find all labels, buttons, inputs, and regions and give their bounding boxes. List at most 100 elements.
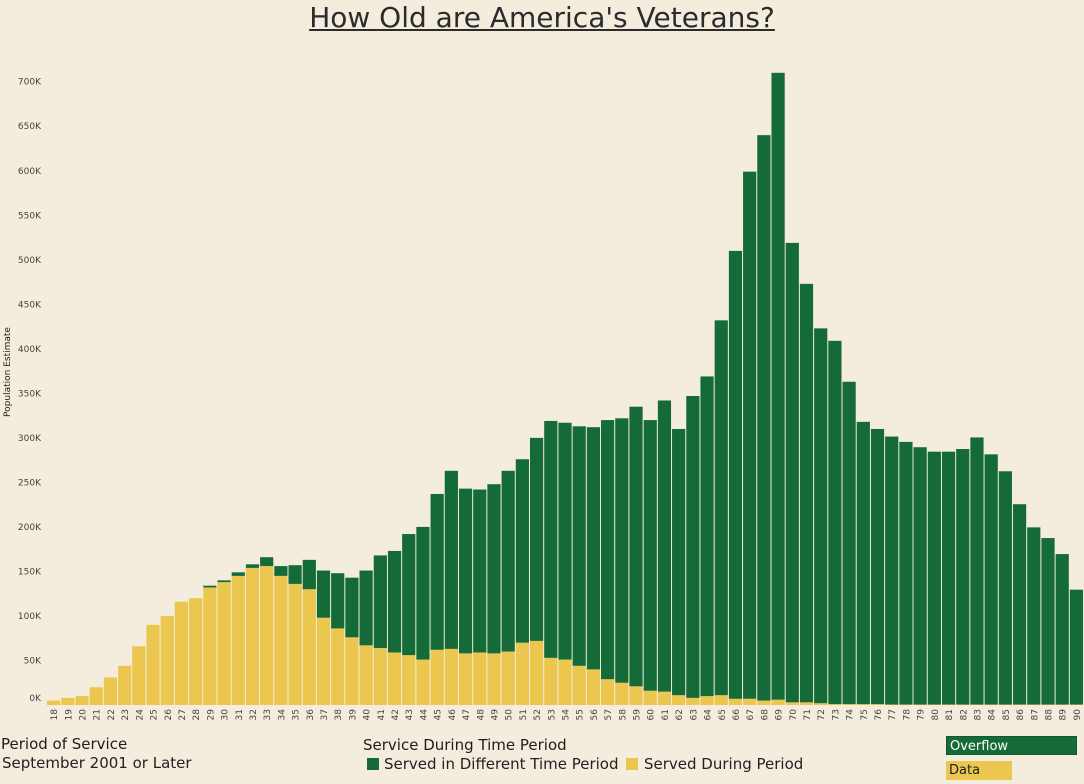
bar-served-during-35[interactable] xyxy=(288,583,302,705)
bar-served-during-60[interactable] xyxy=(643,690,657,705)
bar-served-during-39[interactable] xyxy=(345,637,359,705)
bar-served-different-62[interactable] xyxy=(672,428,686,696)
bar-served-different-84[interactable] xyxy=(984,454,998,705)
bar-served-during-27[interactable] xyxy=(174,601,189,705)
bar-served-during-57[interactable] xyxy=(601,679,615,705)
data-button[interactable]: Data xyxy=(946,761,1012,780)
bar-served-during-45[interactable] xyxy=(430,649,444,705)
bar-served-during-61[interactable] xyxy=(657,691,672,705)
bar-served-different-36[interactable] xyxy=(302,559,316,590)
bar-served-different-48[interactable] xyxy=(473,489,487,653)
bar-served-during-44[interactable] xyxy=(416,659,430,705)
bar-served-different-34[interactable] xyxy=(274,566,288,576)
bar-served-during-64[interactable] xyxy=(700,696,714,705)
bar-served-different-89[interactable] xyxy=(1055,554,1069,705)
period-filter-value[interactable]: September 2001 or Later xyxy=(2,754,192,772)
bar-served-different-61[interactable] xyxy=(657,400,672,692)
bar-served-different-86[interactable] xyxy=(1012,504,1027,705)
bar-served-different-65[interactable] xyxy=(714,320,728,696)
bar-served-different-55[interactable] xyxy=(572,426,586,666)
bar-served-different-41[interactable] xyxy=(373,555,387,649)
bar-served-different-69[interactable] xyxy=(771,72,785,700)
bar-served-during-38[interactable] xyxy=(331,628,345,705)
bar-served-during-56[interactable] xyxy=(586,669,601,705)
bar-served-different-75[interactable] xyxy=(856,421,870,705)
bar-served-during-30[interactable] xyxy=(217,582,231,705)
bar-served-different-59[interactable] xyxy=(629,406,643,687)
bar-served-during-65[interactable] xyxy=(714,695,728,705)
bar-served-different-44[interactable] xyxy=(416,526,430,660)
bar-served-different-32[interactable] xyxy=(245,564,260,568)
bar-served-during-69[interactable] xyxy=(771,699,785,705)
bar-served-during-52[interactable] xyxy=(529,640,544,705)
bar-served-different-58[interactable] xyxy=(615,418,629,683)
bar-served-during-23[interactable] xyxy=(118,665,132,705)
bar-served-during-74[interactable] xyxy=(842,704,856,705)
bar-served-different-38[interactable] xyxy=(331,573,345,629)
bar-served-different-49[interactable] xyxy=(487,484,501,654)
bar-served-during-50[interactable] xyxy=(501,651,515,705)
bar-served-during-40[interactable] xyxy=(359,645,373,705)
bar-served-during-21[interactable] xyxy=(89,687,103,705)
bar-served-during-66[interactable] xyxy=(728,698,743,705)
bar-served-different-51[interactable] xyxy=(515,459,529,643)
bar-served-during-53[interactable] xyxy=(544,657,558,705)
bar-served-different-35[interactable] xyxy=(288,565,302,584)
bar-served-different-87[interactable] xyxy=(1027,527,1041,705)
bar-served-during-51[interactable] xyxy=(515,642,529,705)
bar-served-during-70[interactable] xyxy=(785,702,799,705)
bar-served-different-78[interactable] xyxy=(899,441,913,705)
bar-served-during-59[interactable] xyxy=(629,686,643,705)
bar-served-during-24[interactable] xyxy=(132,646,146,705)
bar-served-different-64[interactable] xyxy=(700,376,714,697)
bar-served-different-53[interactable] xyxy=(544,420,558,658)
bar-served-during-42[interactable] xyxy=(387,652,402,705)
bar-served-during-19[interactable] xyxy=(61,697,75,705)
bar-served-during-76[interactable] xyxy=(870,704,885,705)
bar-served-different-80[interactable] xyxy=(927,451,941,705)
bar-served-different-52[interactable] xyxy=(529,437,544,641)
legend-swatch-different[interactable] xyxy=(367,758,379,770)
bar-served-during-43[interactable] xyxy=(402,655,416,705)
bar-served-during-36[interactable] xyxy=(302,589,316,705)
bar-served-different-88[interactable] xyxy=(1041,538,1055,705)
bar-served-different-47[interactable] xyxy=(458,488,473,654)
bar-served-during-34[interactable] xyxy=(274,575,288,705)
bar-served-different-74[interactable] xyxy=(842,381,856,705)
bar-served-during-49[interactable] xyxy=(487,653,501,705)
bar-served-different-54[interactable] xyxy=(558,422,572,660)
bar-served-different-76[interactable] xyxy=(870,428,885,705)
bar-served-different-37[interactable] xyxy=(316,570,331,618)
legend-label-during[interactable]: Served During Period xyxy=(644,755,804,773)
bar-served-different-40[interactable] xyxy=(359,570,373,646)
bar-served-different-81[interactable] xyxy=(941,451,956,705)
bar-served-during-22[interactable] xyxy=(103,677,118,705)
bar-served-during-73[interactable] xyxy=(828,704,842,705)
bar-served-different-72[interactable] xyxy=(814,328,828,704)
bar-served-during-41[interactable] xyxy=(373,648,387,705)
bar-served-different-60[interactable] xyxy=(643,420,657,691)
bar-served-different-43[interactable] xyxy=(402,534,416,656)
bar-served-during-37[interactable] xyxy=(316,617,331,705)
bar-served-different-50[interactable] xyxy=(501,470,515,652)
overflow-button[interactable]: Overflow xyxy=(946,736,1077,755)
bar-served-during-72[interactable] xyxy=(814,703,828,705)
bar-served-during-26[interactable] xyxy=(160,615,174,705)
bar-served-during-32[interactable] xyxy=(245,567,260,705)
bar-served-during-31[interactable] xyxy=(231,575,245,705)
bar-served-different-39[interactable] xyxy=(345,577,359,638)
bar-served-different-29[interactable] xyxy=(203,585,217,588)
bar-served-during-58[interactable] xyxy=(615,682,629,705)
bar-served-different-82[interactable] xyxy=(956,449,970,705)
bar-served-different-56[interactable] xyxy=(586,427,601,670)
bar-served-different-46[interactable] xyxy=(444,470,458,649)
bar-served-during-55[interactable] xyxy=(572,665,586,705)
bar-served-during-54[interactable] xyxy=(558,659,572,705)
bar-served-during-62[interactable] xyxy=(672,695,686,705)
bar-served-during-46[interactable] xyxy=(444,648,458,705)
bar-served-during-25[interactable] xyxy=(146,624,160,705)
bar-served-different-67[interactable] xyxy=(743,171,757,699)
bar-served-different-33[interactable] xyxy=(260,557,274,567)
bar-served-during-20[interactable] xyxy=(75,696,89,705)
bar-served-during-33[interactable] xyxy=(260,566,274,705)
